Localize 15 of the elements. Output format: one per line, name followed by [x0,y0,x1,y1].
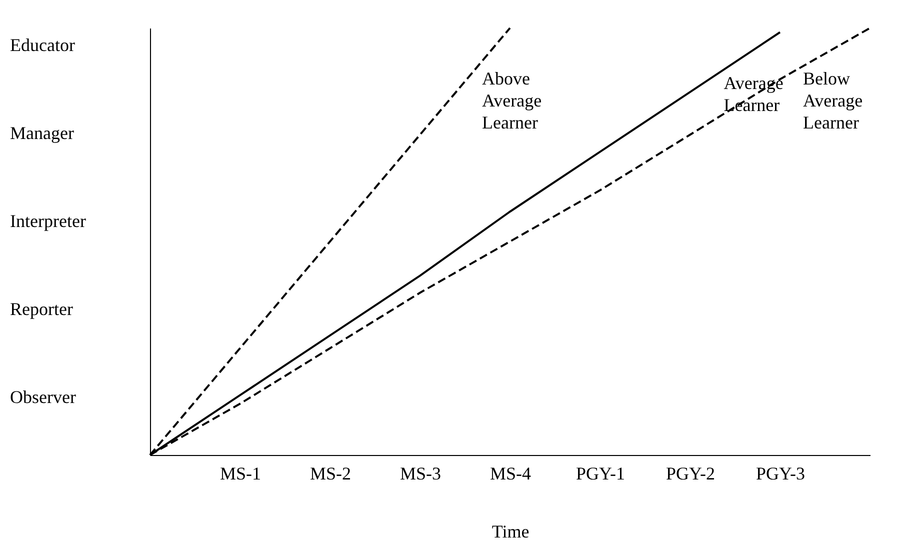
x-tick-label: MS-4 [490,464,532,484]
series-label: Above Average Learner [482,68,542,133]
series-label: Below Average Learner [803,68,863,133]
x-tick-label: MS-2 [310,464,352,484]
text: Educator [10,35,75,55]
text: Observer [10,387,76,407]
text: Manager [10,123,74,143]
x-axis-title: Time [492,522,530,542]
x-tick-label: PGY-1 [576,464,626,484]
text: Interpreter [10,211,86,231]
text: Reporter [10,299,73,319]
x-tick-label: MS-1 [220,464,262,484]
x-tick-label: PGY-2 [666,464,716,484]
x-tick-label: PGY-3 [756,464,806,484]
x-tick-label: MS-3 [400,464,442,484]
